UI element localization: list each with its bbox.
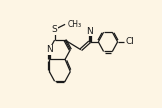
Text: N: N <box>86 27 93 36</box>
Text: S: S <box>52 25 58 34</box>
Text: Cl: Cl <box>125 37 134 46</box>
Text: CH₃: CH₃ <box>67 20 81 29</box>
Text: N: N <box>46 45 53 54</box>
